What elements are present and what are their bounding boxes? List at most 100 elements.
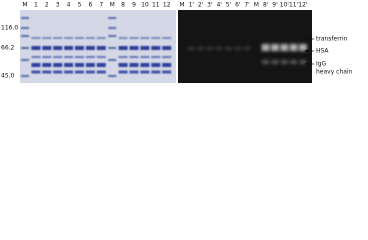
- band: [85, 70, 95, 74]
- band: [53, 63, 63, 67]
- band: [129, 56, 139, 58]
- band: [75, 37, 84, 39]
- band: [75, 46, 84, 50]
- band: [162, 63, 172, 67]
- fluor-band: [261, 44, 270, 51]
- band: [31, 56, 41, 58]
- band: [162, 46, 172, 50]
- fluor-band: [197, 47, 205, 50]
- lane-label: 6': [235, 2, 241, 9]
- fluor-band: [290, 60, 298, 64]
- fluor-band: [234, 47, 242, 50]
- lane-label: M: [110, 2, 115, 9]
- band: [85, 56, 95, 58]
- band: [53, 37, 63, 39]
- band: [118, 63, 128, 67]
- lane-label: 12': [298, 2, 308, 9]
- lane-label: 4': [216, 2, 222, 9]
- band: [129, 46, 139, 50]
- band: [118, 46, 128, 50]
- marker-band: [21, 35, 29, 37]
- annotation: IgG: [316, 61, 327, 68]
- marker-band: [21, 27, 29, 29]
- lane-label: 1: [34, 2, 38, 9]
- band: [53, 56, 63, 58]
- band: [75, 63, 84, 67]
- fluor-band: [280, 44, 289, 51]
- marker-label: 45.0: [1, 73, 15, 80]
- band: [64, 37, 74, 39]
- band: [129, 37, 139, 39]
- band: [42, 46, 52, 50]
- band: [96, 56, 106, 58]
- band: [151, 63, 161, 67]
- band: [118, 37, 128, 39]
- band: [140, 37, 150, 39]
- band: [42, 56, 52, 58]
- band: [96, 37, 106, 39]
- band: [162, 56, 172, 58]
- band: [85, 46, 95, 50]
- lane-label: M: [254, 2, 259, 9]
- annotation: HSA: [316, 48, 329, 55]
- lane-label: M: [179, 2, 184, 9]
- fluor-band: [243, 47, 251, 50]
- lane-label: 10: [141, 2, 149, 9]
- marker-band: [108, 35, 117, 37]
- band: [53, 46, 63, 50]
- lane-label: 9: [132, 2, 136, 9]
- band: [64, 56, 74, 58]
- band: [118, 56, 128, 58]
- lane-label: 2: [45, 2, 49, 9]
- lane-label: 1': [189, 2, 195, 9]
- band: [53, 70, 63, 74]
- fluor-band: [271, 44, 279, 51]
- fluor-band: [280, 60, 288, 64]
- marker-label: 116.0: [1, 25, 18, 32]
- band: [151, 70, 161, 74]
- band: [75, 70, 84, 74]
- lane-label: 4: [67, 2, 71, 9]
- fluor-band: [187, 47, 195, 50]
- fluor-band: [215, 47, 223, 50]
- lane-label: 12: [163, 2, 171, 9]
- lane-label: 6: [88, 2, 92, 9]
- band: [85, 63, 95, 67]
- band: [129, 70, 139, 74]
- lane-label: 3': [207, 2, 213, 9]
- band: [96, 63, 106, 67]
- lane-label: 3: [56, 2, 60, 9]
- marker-band: [21, 47, 29, 49]
- band: [42, 63, 52, 67]
- fluor-band: [298, 44, 307, 51]
- lane-label: 10': [280, 2, 290, 9]
- band: [64, 63, 74, 67]
- gel-figure: 116.066.245.0M 1 2 3 4 5 6 7 M 8 9 10 11 12 M 1' 2' 3' 4' 5…: [1, 2, 353, 83]
- band: [31, 37, 41, 39]
- fluor-band: [299, 60, 307, 64]
- lane-label: 9': [272, 2, 278, 9]
- marker-band: [108, 75, 117, 77]
- lane-label: 11: [152, 2, 160, 9]
- marker-band: [108, 17, 117, 19]
- lane-label: 7': [244, 2, 250, 9]
- arrows: [304, 36, 314, 67]
- band: [31, 46, 41, 50]
- band: [31, 63, 41, 67]
- marker-band: [21, 75, 29, 77]
- fluor-band: [262, 60, 270, 64]
- band: [42, 70, 52, 74]
- fluor-band: [271, 60, 279, 64]
- band: [162, 37, 172, 39]
- band: [129, 63, 139, 67]
- lane-label: 8: [121, 2, 125, 9]
- band: [151, 56, 161, 58]
- marker-band: [108, 27, 117, 29]
- band: [140, 56, 150, 58]
- band: [140, 46, 150, 50]
- annotation: transferrin: [316, 36, 348, 43]
- band: [96, 46, 106, 50]
- band: [64, 70, 74, 74]
- band: [85, 37, 95, 39]
- fluor-band: [225, 47, 232, 50]
